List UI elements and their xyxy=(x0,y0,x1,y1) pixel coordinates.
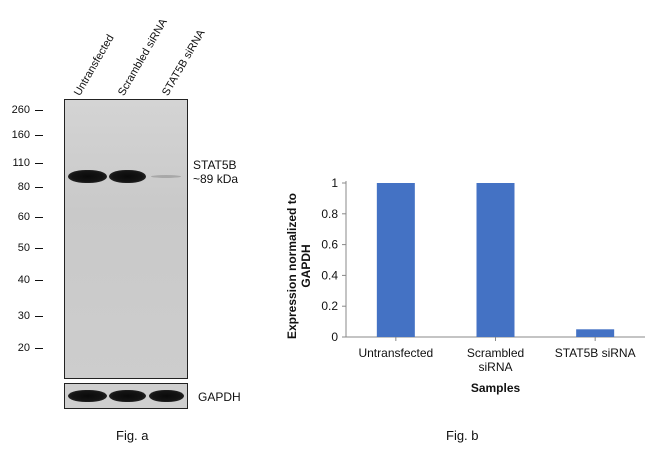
mw-marker-260: 260 xyxy=(11,104,30,116)
mw-tick-60 xyxy=(35,217,43,218)
x-tick-label-line: siRNA xyxy=(478,360,512,374)
gapdh-band-stat5b-sirna xyxy=(149,390,184,402)
y-axis-title-line: Expression normalized to xyxy=(285,193,299,339)
mw-marker-80: 80 xyxy=(17,181,30,193)
mw-marker-20: 20 xyxy=(17,342,30,354)
x-tick-label: Scrambled siRNA xyxy=(467,346,524,374)
x-axis-title: Samples xyxy=(471,381,521,395)
y-tick-label: 0 xyxy=(331,330,338,344)
stat5b-band-stat5b-sirna xyxy=(151,175,181,178)
y-tick-label: 0.2 xyxy=(321,299,338,313)
mw-tick-40 xyxy=(35,280,43,281)
mw-tick-160 xyxy=(35,135,43,136)
stat5b-band-untransfected xyxy=(68,170,107,183)
mw-tick-80 xyxy=(35,187,43,188)
mw-marker-60: 60 xyxy=(17,211,30,223)
x-tick-label-line: Scrambled xyxy=(467,346,524,360)
mw-marker-160: 160 xyxy=(11,129,30,141)
mw-marker-30: 30 xyxy=(17,310,30,322)
fig-a-caption: Fig. a xyxy=(116,428,149,443)
y-axis-title-line: GAPDH xyxy=(299,244,313,287)
mw-marker-40: 40 xyxy=(17,274,30,286)
mw-marker-110: 110 xyxy=(12,157,30,169)
bar-2 xyxy=(476,183,515,337)
gapdh-band-untransfected xyxy=(68,390,107,402)
main-blot-image xyxy=(64,99,188,379)
y-tick-label: 0.4 xyxy=(321,268,338,282)
mw-tick-30 xyxy=(35,316,43,317)
y-tick-label: 0.6 xyxy=(321,238,338,252)
x-tick-label-line: Untransfected xyxy=(358,346,433,360)
y-tick-label: 1 xyxy=(331,176,338,190)
target-size-label: ~89 kDa xyxy=(193,172,239,186)
mw-tick-20 xyxy=(35,348,43,349)
y-tick-label: 0.8 xyxy=(321,207,338,221)
bar-1 xyxy=(376,183,415,337)
mw-marker-50: 50 xyxy=(17,242,30,254)
mw-tick-50 xyxy=(35,248,43,249)
mw-tick-260 xyxy=(35,110,43,111)
chart-layer: 0 0.2 0.4 0.6 0.8 1 Untransfected Scrambled siRN… xyxy=(285,176,645,395)
fig-b-caption: Fig. b xyxy=(446,428,479,443)
x-tick-label: Untransfected xyxy=(358,346,433,360)
y-axis-title: Expression normalized toGAPDH xyxy=(285,193,313,339)
stat5b-band-scrambled-sirna xyxy=(109,170,146,183)
bar-3 xyxy=(576,329,615,337)
target-protein-label: STAT5B xyxy=(193,158,237,172)
gapdh-blot-image xyxy=(64,383,188,409)
gapdh-label: GAPDH xyxy=(198,390,241,404)
x-tick-label-line: STAT5B siRNA xyxy=(555,346,636,360)
gapdh-band-scrambled-sirna xyxy=(109,390,146,402)
mw-tick-110 xyxy=(35,163,43,164)
x-tick-label: STAT5B siRNA xyxy=(555,346,636,360)
